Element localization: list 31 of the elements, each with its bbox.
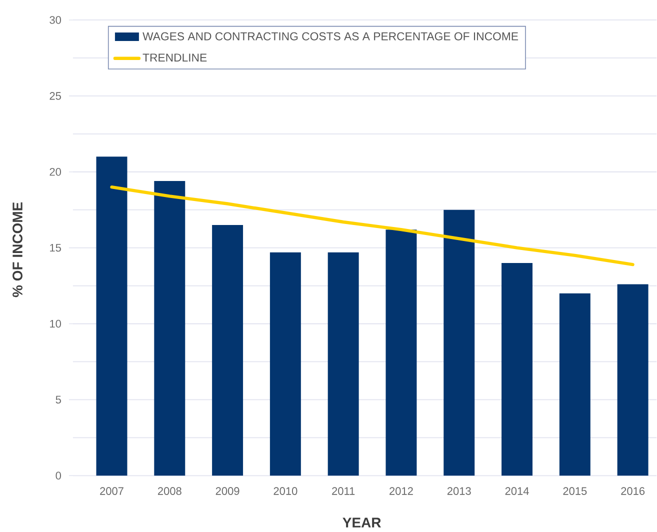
x-tick-label: 2016	[621, 487, 645, 496]
x-tick-label: 2007	[100, 487, 124, 496]
y-tick-label: 10	[50, 320, 62, 328]
x-tick-label: 2013	[447, 487, 471, 496]
y-tick-label: 5	[56, 396, 61, 404]
x-tick-label: 2012	[390, 487, 413, 496]
bar	[386, 230, 417, 476]
x-tick-label: 2014	[505, 487, 529, 496]
bar	[502, 263, 533, 476]
bar	[559, 294, 590, 476]
y-tick-label: 0	[56, 472, 62, 480]
bar	[270, 252, 301, 476]
bar	[154, 181, 186, 476]
x-tick-label: 2011	[332, 487, 355, 496]
x-axis-title: YEAR	[342, 518, 381, 528]
bar	[96, 156, 128, 476]
y-axis-title: % OF INCOME	[12, 202, 22, 298]
x-tick-label: 2009	[216, 487, 240, 496]
legend-label: WAGES AND CONTRACTING COSTS AS A PERCENTAGE OF INCOME	[142, 32, 518, 41]
bar	[212, 225, 244, 476]
y-tick-label: 15	[50, 244, 61, 252]
y-tick-label: 20	[50, 168, 62, 176]
y-tick-label: 30	[50, 16, 62, 24]
bar	[617, 284, 648, 476]
bar	[444, 210, 475, 476]
bar	[328, 252, 359, 476]
x-tick-label: 2015	[563, 487, 587, 496]
x-tick-label: 2010	[274, 487, 298, 496]
x-tick-label: 2008	[158, 487, 182, 496]
legend-label: TRENDLINE	[142, 54, 207, 62]
y-tick-label: 25	[50, 92, 61, 100]
